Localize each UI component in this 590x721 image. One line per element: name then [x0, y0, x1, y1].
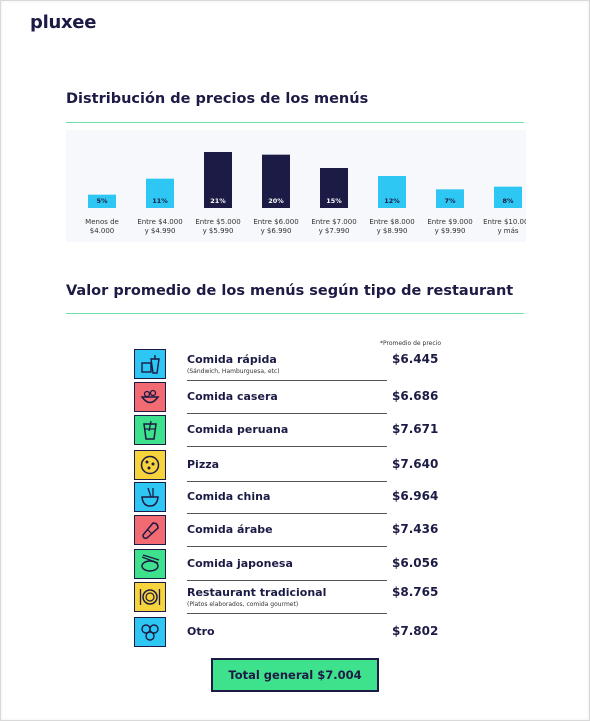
data-label-4: 15%: [326, 197, 342, 205]
tick-label-4-1: y $7.990: [319, 227, 350, 235]
restaurant-name: Restaurant tradicional: [187, 586, 327, 599]
data-label-7: 8%: [502, 197, 514, 205]
section-divider-2: [66, 313, 524, 314]
data-label-0: 5%: [96, 197, 108, 205]
bar-2: [204, 152, 232, 208]
restaurant-row: Comida árabe $7.436: [134, 513, 442, 547]
tick-label-3-0: Entre $6.000: [253, 218, 298, 226]
bar-3: [262, 154, 290, 208]
bar-4: [320, 168, 348, 208]
restaurant-name: Pizza: [187, 458, 220, 471]
brand-logo: pluxee: [30, 12, 97, 33]
plate-cutlery-icon: [134, 582, 166, 612]
restaurant-average-price: $7.671: [392, 422, 439, 436]
data-label-6: 7%: [444, 197, 456, 205]
tick-label-1-1: y $4.990: [145, 227, 176, 235]
data-label-2: 21%: [210, 197, 226, 205]
restaurant-average-price: $6.445: [392, 352, 439, 366]
bar-7: [494, 186, 522, 208]
total-badge: Total general $7.004: [211, 658, 379, 692]
tick-label-3-1: y $6.990: [261, 227, 292, 235]
restaurant-name: Comida rápida: [187, 353, 277, 366]
restaurant-row: Comida china $6.964: [134, 480, 442, 514]
row-underline: [187, 546, 387, 547]
row-underline: [187, 481, 387, 482]
row-underline: [187, 446, 387, 447]
data-label-5: 12%: [384, 197, 400, 205]
pizza-icon: [134, 450, 166, 480]
restaurant-average-price: $7.436: [392, 522, 439, 536]
restaurant-average-price: $7.802: [392, 624, 439, 638]
bar-0: [88, 194, 116, 208]
tick-label-6-1: y $9.990: [435, 227, 466, 235]
bar-5: [378, 176, 406, 208]
row-underline: [187, 413, 387, 414]
restaurant-row: Otro $7.802: [134, 615, 442, 649]
restaurant-average-price: $8.765: [392, 585, 439, 599]
price-note: *Promedio de precio: [380, 340, 441, 347]
restaurant-row: Comida casera $6.686: [134, 380, 442, 414]
restaurant-name: Comida árabe: [187, 523, 273, 536]
restaurant-name: Comida peruana: [187, 423, 289, 436]
tick-label-7-0: Entre $10.000: [483, 218, 526, 226]
restaurant-row: Comida rápida (Sándwich, Hamburguesa, etc…: [134, 347, 442, 381]
row-underline: [187, 613, 387, 614]
tick-label-1-0: Entre $4.000: [137, 218, 182, 226]
restaurant-name: Comida casera: [187, 390, 278, 403]
drink-glass-icon: [134, 415, 166, 445]
restaurant-average-price: $6.686: [392, 389, 439, 403]
restaurant-row: Pizza $7.640: [134, 448, 442, 482]
restaurant-subtitle: (Platos elaborados, comida gourmet): [187, 601, 299, 608]
bar-6: [436, 189, 464, 208]
tick-label-2-0: Entre $5.000: [195, 218, 240, 226]
restaurant-row: Comida peruana $7.671: [134, 413, 442, 447]
sushi-icon: [134, 549, 166, 579]
restaurant-name: Otro: [187, 625, 215, 638]
bar-1: [146, 178, 174, 208]
wrap-icon: [134, 515, 166, 545]
tick-label-4-0: Entre $7.000: [311, 218, 356, 226]
restaurant-average-price: $6.056: [392, 556, 439, 570]
data-label-3: 20%: [268, 197, 284, 205]
other-food-icon: [134, 617, 166, 647]
restaurant-name: Comida china: [187, 490, 271, 503]
salad-bowl-icon: [134, 382, 166, 412]
tick-label-5-0: Entre $8.000: [369, 218, 414, 226]
tick-label-2-1: y $5.990: [203, 227, 234, 235]
section-title-distribution: Distribución de precios de los menús: [66, 91, 369, 107]
noodle-bowl-icon: [134, 482, 166, 512]
restaurant-name: Comida japonesa: [187, 557, 293, 570]
tick-label-0-0: Menos de: [85, 218, 119, 226]
data-label-1: 11%: [152, 197, 168, 205]
tick-label-6-0: Entre $9.000: [427, 218, 472, 226]
restaurant-average-price: $7.640: [392, 457, 439, 471]
row-underline: [187, 380, 387, 381]
tick-label-5-1: y $8.990: [377, 227, 408, 235]
tick-label-0-1: $4.000: [90, 227, 115, 235]
restaurant-average-price: $6.964: [392, 489, 439, 503]
section-divider-1: [66, 122, 524, 123]
tick-label-7-1: y más: [497, 227, 518, 235]
fast-food-icon: [134, 349, 166, 379]
restaurant-subtitle: (Sándwich, Hamburguesa, etc): [187, 368, 280, 375]
row-underline: [187, 580, 387, 581]
row-underline: [187, 513, 387, 514]
restaurant-row: Comida japonesa $6.056: [134, 547, 442, 581]
section-title-average: Valor promedio de los menús según tipo d…: [66, 283, 514, 299]
restaurant-row: Restaurant tradicional (Platos elaborados…: [134, 580, 442, 614]
chart-background: [66, 130, 526, 242]
